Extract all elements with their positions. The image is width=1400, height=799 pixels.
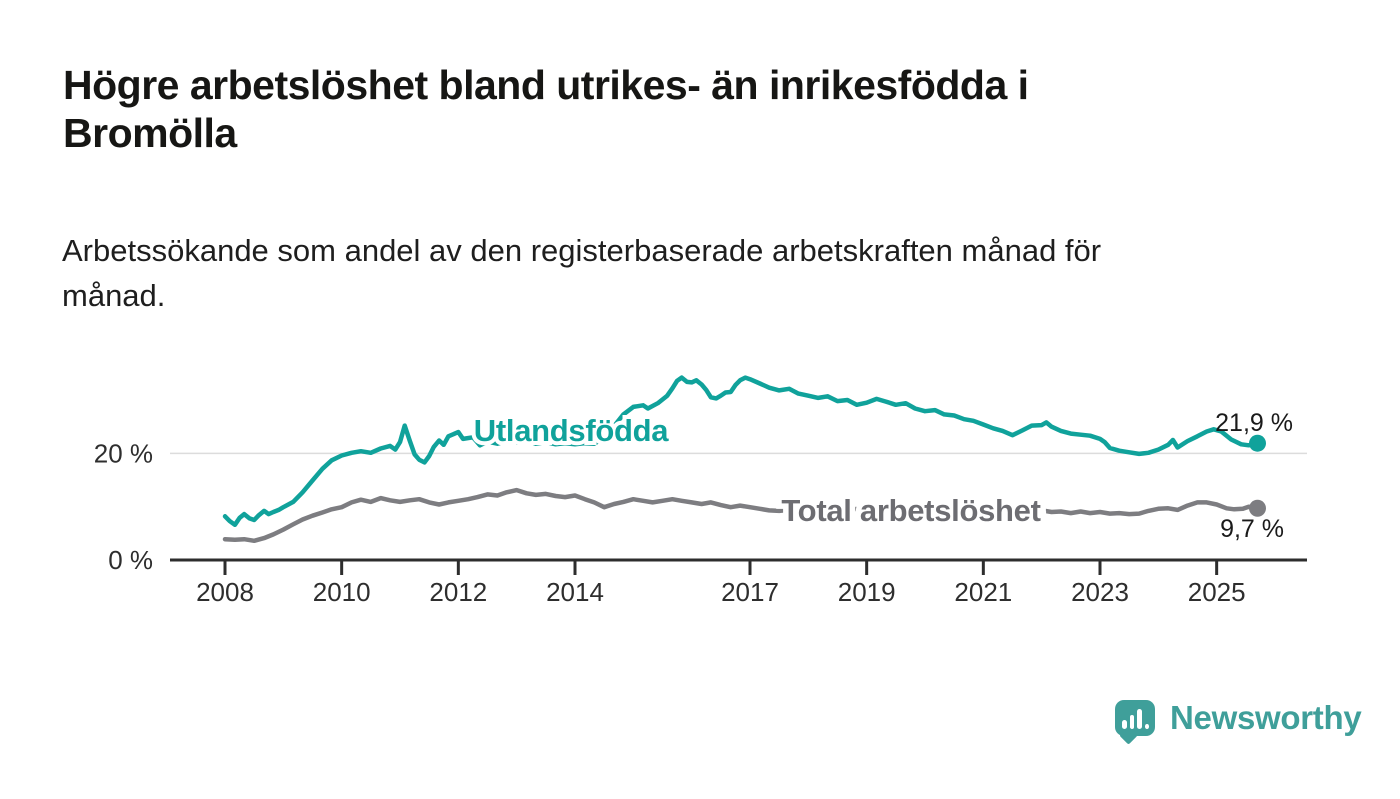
x-tick-label-2017: 2017 <box>721 577 779 607</box>
speech-bubble-tail <box>1119 726 1138 745</box>
logo-exclamation-dot <box>1144 724 1149 729</box>
x-tick-label-2021: 2021 <box>954 577 1012 607</box>
series-label-total: Total arbetslöshet <box>781 493 1040 528</box>
logo-wordmark: Newsworthy <box>1170 699 1362 736</box>
x-tick-label-2023: 2023 <box>1071 577 1129 607</box>
page-subtitle: Arbetssökande som andel av den registerb… <box>62 228 1272 318</box>
x-tick-label-2008: 2008 <box>196 577 254 607</box>
logo-bar-small <box>1122 720 1127 729</box>
series-label-utlandsfodda: Utlandsfödda <box>474 413 670 448</box>
x-tick-label-2012: 2012 <box>429 577 487 607</box>
x-tick-label-2010: 2010 <box>313 577 371 607</box>
page-title-line-2: Bromölla <box>63 110 237 156</box>
end-value-label-utlandsfodda: 21,9 % <box>1215 409 1293 437</box>
series-line-utlandsfodda <box>222 375 1260 528</box>
newsworthy-logo: Newsworthy <box>1115 690 1362 746</box>
end-value-label-total: 9,7 % <box>1220 515 1284 543</box>
page-title-line-1: Högre arbetslöshet bland utrikes- än inr… <box>63 62 1029 108</box>
y-tick-label-20: 20 % <box>94 438 153 468</box>
logo-bar-tall <box>1137 709 1142 729</box>
x-tick-label-2014: 2014 <box>546 577 604 607</box>
x-tick-label-2025: 2025 <box>1188 577 1246 607</box>
page-subtitle-line-1: Arbetssökande som andel av den registerb… <box>62 233 1102 268</box>
y-tick-label-0: 0 % <box>108 545 153 575</box>
series-end-dot-total <box>1248 499 1266 517</box>
series-line-total <box>222 487 1260 544</box>
logo-bar-medium <box>1129 715 1134 729</box>
page-title: Högre arbetslöshet bland utrikes- än inr… <box>63 61 1263 157</box>
bar-chart-speech-bubble-icon <box>1115 700 1155 745</box>
series-end-dot-utlandsfodda <box>1248 434 1266 452</box>
x-tick-label-2019: 2019 <box>838 577 896 607</box>
page-subtitle-line-2: månad. <box>62 278 166 313</box>
